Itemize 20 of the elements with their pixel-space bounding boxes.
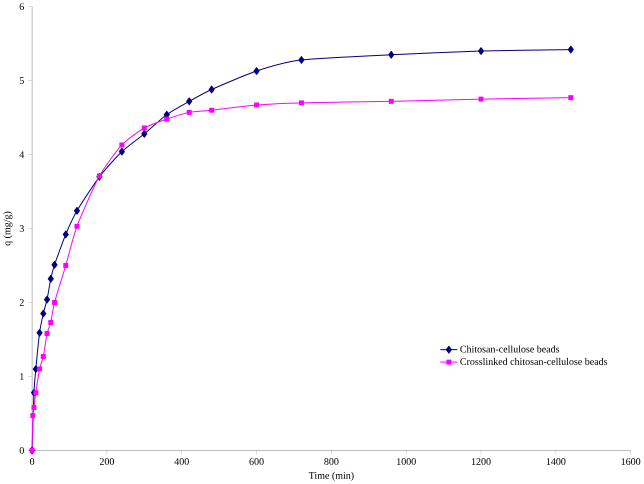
x-axis-title: Time (min) (308, 472, 354, 481)
x-tick-label: 1400 (546, 458, 566, 465)
y-tick-label: 5 (20, 77, 24, 84)
y-tick-label: 4 (19, 151, 24, 158)
y-tick-label: 6 (20, 3, 24, 10)
x-tick-label: 600 (249, 458, 264, 465)
x-tick-label: 400 (174, 458, 189, 465)
y-tick-label: 2 (20, 299, 24, 306)
x-tick-label: 0 (30, 458, 34, 465)
x-tick-label: 200 (100, 458, 114, 465)
legend-label: Crosslinked chitosan-cellulose beads (460, 358, 608, 365)
x-tick-label: 800 (324, 458, 338, 465)
x-tick-label: 1600 (622, 458, 640, 465)
y-tick-label: 3 (20, 225, 24, 232)
x-tick-label: 1000 (397, 458, 416, 465)
legend-label: Chitosan-cellulose beads (460, 345, 560, 352)
y-tick-label: 1 (20, 373, 24, 380)
x-tick-label: 1200 (472, 458, 491, 465)
y-axis-title: q (mg/g) (3, 212, 12, 246)
y-tick-label: 0 (20, 446, 24, 454)
